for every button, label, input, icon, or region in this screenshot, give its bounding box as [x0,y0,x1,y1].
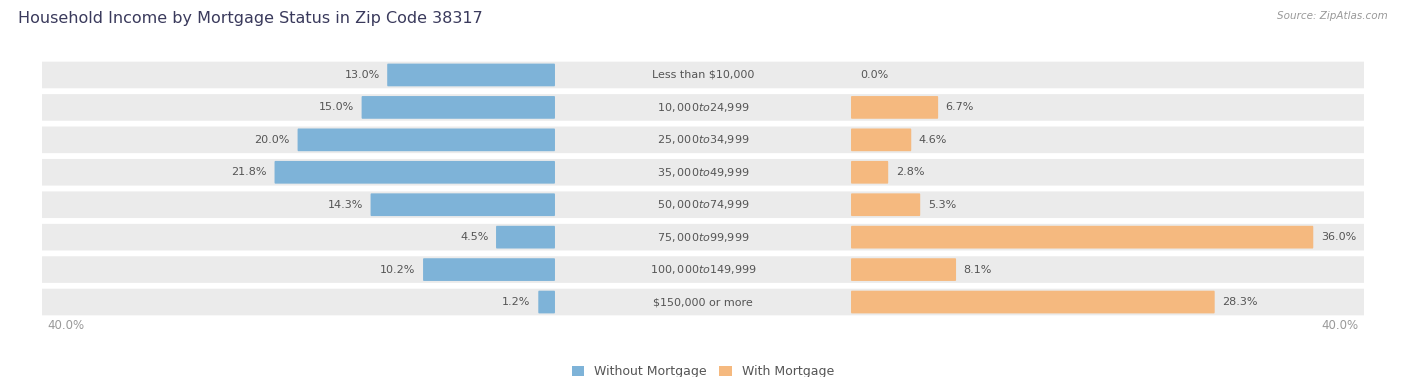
FancyBboxPatch shape [851,129,911,151]
Text: 2.8%: 2.8% [896,167,924,177]
Text: Less than $10,000: Less than $10,000 [652,70,754,80]
Text: 4.6%: 4.6% [920,135,948,145]
FancyBboxPatch shape [42,127,1364,153]
FancyBboxPatch shape [538,291,555,313]
Text: 15.0%: 15.0% [319,103,354,112]
FancyBboxPatch shape [851,161,889,184]
FancyBboxPatch shape [42,256,1364,283]
FancyBboxPatch shape [361,96,555,119]
Text: $75,000 to $99,999: $75,000 to $99,999 [657,231,749,244]
FancyBboxPatch shape [42,159,1364,185]
Text: 40.0%: 40.0% [48,319,84,332]
FancyBboxPatch shape [42,289,1364,315]
FancyBboxPatch shape [298,129,555,151]
Text: 14.3%: 14.3% [328,200,363,210]
FancyBboxPatch shape [851,291,1215,313]
Text: 1.2%: 1.2% [502,297,530,307]
FancyBboxPatch shape [371,193,555,216]
Text: 28.3%: 28.3% [1222,297,1258,307]
FancyBboxPatch shape [387,64,555,86]
Legend: Without Mortgage, With Mortgage: Without Mortgage, With Mortgage [567,360,839,377]
Text: 5.3%: 5.3% [928,200,956,210]
Text: 6.7%: 6.7% [946,103,974,112]
Text: $150,000 or more: $150,000 or more [654,297,752,307]
Text: 8.1%: 8.1% [963,265,993,274]
Text: 4.5%: 4.5% [460,232,488,242]
Text: $10,000 to $24,999: $10,000 to $24,999 [657,101,749,114]
Text: 0.0%: 0.0% [860,70,889,80]
Text: $50,000 to $74,999: $50,000 to $74,999 [657,198,749,211]
Text: 13.0%: 13.0% [344,70,380,80]
Text: Household Income by Mortgage Status in Zip Code 38317: Household Income by Mortgage Status in Z… [18,11,484,26]
FancyBboxPatch shape [42,94,1364,121]
FancyBboxPatch shape [496,226,555,248]
Text: 21.8%: 21.8% [232,167,267,177]
Text: 40.0%: 40.0% [1322,319,1358,332]
Text: Source: ZipAtlas.com: Source: ZipAtlas.com [1277,11,1388,21]
FancyBboxPatch shape [274,161,555,184]
Text: 20.0%: 20.0% [254,135,290,145]
FancyBboxPatch shape [851,258,956,281]
FancyBboxPatch shape [851,226,1313,248]
FancyBboxPatch shape [42,192,1364,218]
FancyBboxPatch shape [42,224,1364,250]
Text: $35,000 to $49,999: $35,000 to $49,999 [657,166,749,179]
Text: 10.2%: 10.2% [380,265,415,274]
Text: 36.0%: 36.0% [1320,232,1357,242]
Text: $100,000 to $149,999: $100,000 to $149,999 [650,263,756,276]
FancyBboxPatch shape [851,96,938,119]
FancyBboxPatch shape [851,193,920,216]
FancyBboxPatch shape [423,258,555,281]
Text: $25,000 to $34,999: $25,000 to $34,999 [657,133,749,146]
FancyBboxPatch shape [42,62,1364,88]
